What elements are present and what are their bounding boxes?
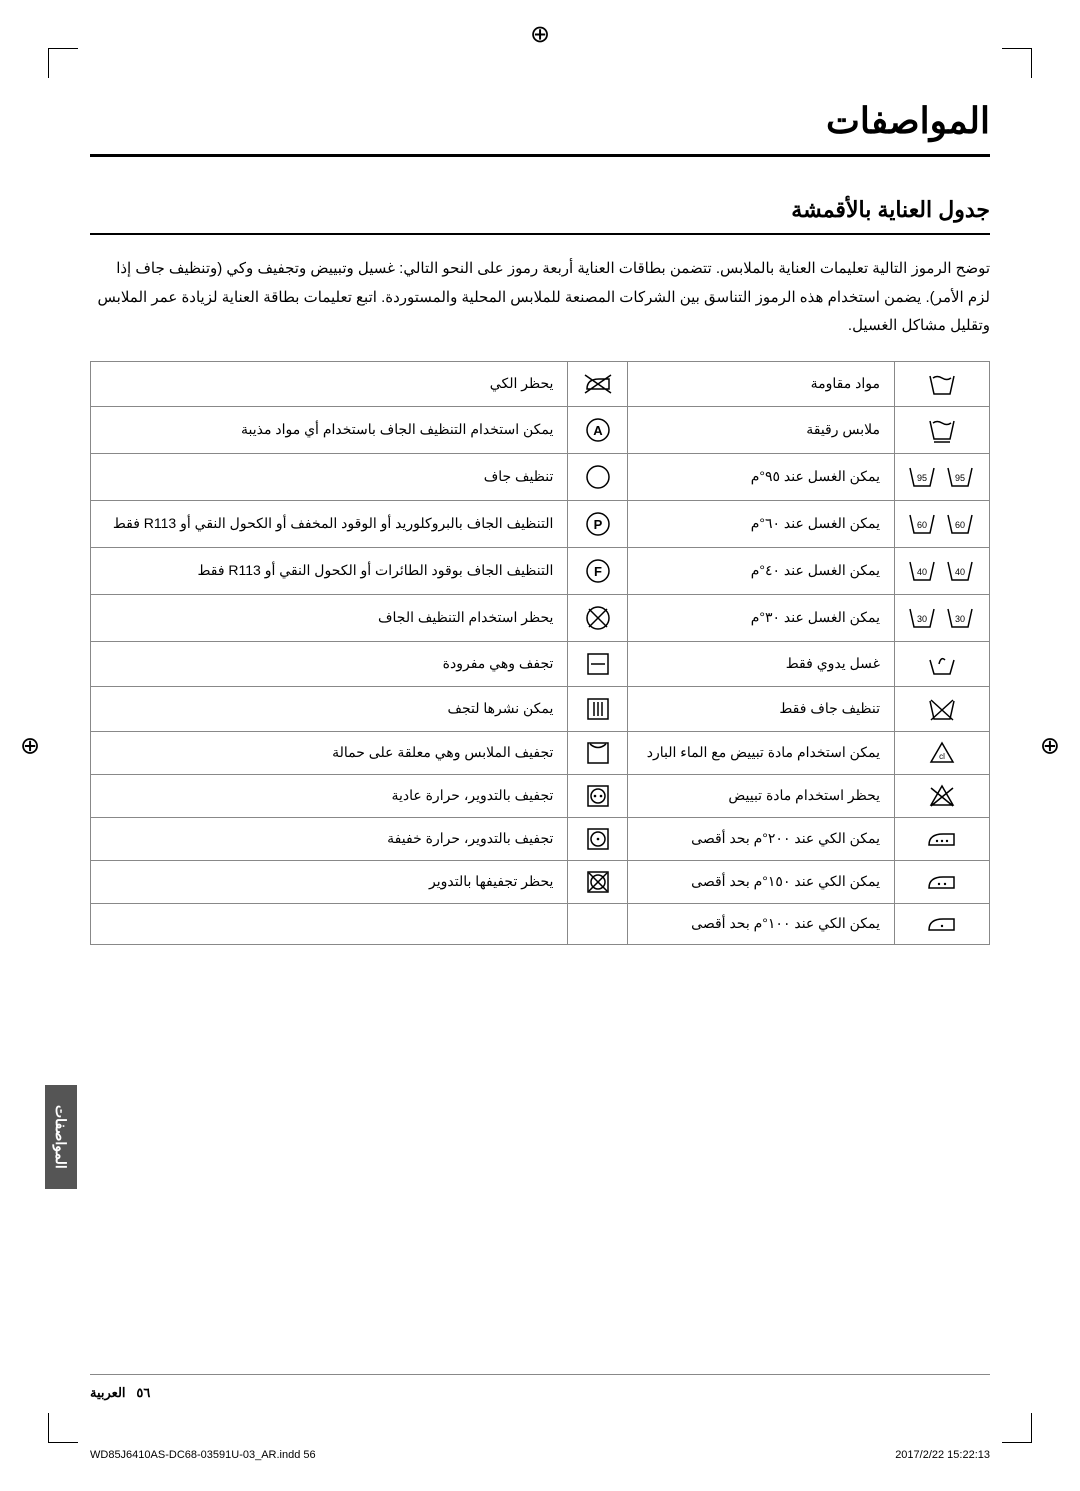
desc: [91, 903, 568, 944]
desc: تجفف وهي مفرودة: [91, 641, 568, 686]
desc: يحظر الكي: [91, 361, 568, 406]
table-row: يحظر استخدام مادة تبييض تجفيف بالتدوير، …: [91, 774, 990, 817]
desc: يمكن الغسل عند ٩٥°م: [628, 453, 895, 500]
registration-mark-top: ⊕: [530, 20, 550, 49]
fabric-care-table: مواد مقاومة يحظر الكي ملابس رقيقة A يمكن…: [90, 361, 990, 945]
crop-mark: [48, 48, 78, 49]
svg-text:P: P: [594, 517, 603, 532]
no-tumble-dry-icon: [568, 860, 628, 903]
desc: يمكن الكي عند ١٠٠°م بحد أقصى: [628, 903, 895, 944]
crop-mark: [1031, 48, 1032, 78]
no-iron-icon: [568, 361, 628, 406]
dryclean-p-icon: P: [568, 500, 628, 547]
crop-mark: [48, 1413, 49, 1443]
desc: يمكن استخدام مادة تبييض مع الماء البارد: [628, 731, 895, 774]
page-footer: ٥٦ العربية: [90, 1374, 990, 1401]
wash-delicate-icon: [895, 406, 990, 453]
table-row: ملابس رقيقة A يمكن استخدام التنظيف الجاف…: [91, 406, 990, 453]
crop-mark: [1002, 1442, 1032, 1443]
table-row: cl يمكن استخدام مادة تبييض مع الماء البا…: [91, 731, 990, 774]
tumble-dry-low-icon: [568, 817, 628, 860]
desc: مواد مقاومة: [628, 361, 895, 406]
iron-150-icon: [895, 860, 990, 903]
handwash-icon: [895, 641, 990, 686]
desc: تنظيف جاف فقط: [628, 686, 895, 731]
registration-mark-left: ⊕: [20, 731, 40, 760]
wash-30-icon: 30 30: [895, 594, 990, 641]
wash-40-icon: 40 40: [895, 547, 990, 594]
side-tab: المواصفات: [45, 1085, 77, 1189]
svg-text:F: F: [594, 564, 602, 579]
desc: يمكن استخدام التنظيف الجاف باستخدام أي م…: [91, 406, 568, 453]
svg-text:A: A: [593, 423, 603, 438]
no-bleach-icon: [895, 774, 990, 817]
dryclean-only-icon: [895, 686, 990, 731]
intro-text: توضح الرموز التالية تعليمات العناية بالم…: [90, 255, 990, 341]
line-dry-icon: [568, 686, 628, 731]
desc: يمكن الغسل عند ٣٠°م: [628, 594, 895, 641]
no-dryclean-icon: [568, 594, 628, 641]
iron-200-icon: [895, 817, 990, 860]
table-row: تنظيف جاف فقط يمكن نشرها لتجف: [91, 686, 990, 731]
table-row: مواد مقاومة يحظر الكي: [91, 361, 990, 406]
desc: يحظر استخدام التنظيف الجاف: [91, 594, 568, 641]
dryclean-icon: [568, 453, 628, 500]
svg-text:cl: cl: [939, 752, 945, 761]
print-info: WD85J6410AS-DC68-03591U-03_AR.indd 56 20…: [90, 1449, 990, 1461]
page-title: المواصفات: [90, 100, 990, 157]
drip-dry-icon: [568, 731, 628, 774]
desc: التنظيف الجاف بوقود الطائرات أو الكحول ا…: [91, 547, 568, 594]
table-row: يمكن الكي عند ١٥٠°م بحد أقصى يحظر تجفيفه…: [91, 860, 990, 903]
desc: التنظيف الجاف بالبروكلوريد أو الوقود الم…: [91, 500, 568, 547]
bleach-icon: cl: [895, 731, 990, 774]
svg-text:30: 30: [917, 614, 927, 624]
table-row: 30 30 يمكن الغسل عند ٣٠°م يحظر استخدام ال…: [91, 594, 990, 641]
crop-mark: [48, 48, 49, 78]
table-row: يمكن الكي عند ١٠٠°م بحد أقصى: [91, 903, 990, 944]
table-row: غسل يدوي فقط تجفف وهي مفرودة: [91, 641, 990, 686]
empty-icon: [568, 903, 628, 944]
print-time: 2017/2/22 15:22:13: [895, 1449, 990, 1461]
desc: يحظر استخدام مادة تبييض: [628, 774, 895, 817]
page-number: ٥٦: [136, 1385, 150, 1400]
desc: تجفيف الملابس وهي معلقة على حمالة: [91, 731, 568, 774]
desc: تجفيف بالتدوير، حرارة خفيفة: [91, 817, 568, 860]
desc: يمكن الكي عند ١٥٠°م بحد أقصى: [628, 860, 895, 903]
desc: تجفيف بالتدوير، حرارة عادية: [91, 774, 568, 817]
print-file: WD85J6410AS-DC68-03591U-03_AR.indd 56: [90, 1449, 316, 1461]
wash-95-icon: 95 95: [895, 453, 990, 500]
svg-text:40: 40: [917, 567, 927, 577]
dryclean-f-icon: F: [568, 547, 628, 594]
desc: ملابس رقيقة: [628, 406, 895, 453]
desc: يمكن الغسل عند ٦٠°م: [628, 500, 895, 547]
desc: غسل يدوي فقط: [628, 641, 895, 686]
desc: يحظر تجفيفها بالتدوير: [91, 860, 568, 903]
language-label: العربية: [90, 1385, 126, 1400]
wash-normal-icon: [895, 361, 990, 406]
crop-mark: [48, 1442, 78, 1443]
table-row: 40 40 يمكن الغسل عند ٤٠°م F التنظيف الجاف…: [91, 547, 990, 594]
crop-mark: [1031, 1413, 1032, 1443]
desc: يمكن الكي عند ٢٠٠°م بحد أقصى: [628, 817, 895, 860]
svg-text:30: 30: [955, 614, 965, 624]
dryclean-any-icon: A: [568, 406, 628, 453]
svg-text:40: 40: [955, 567, 965, 577]
svg-text:95: 95: [917, 473, 927, 483]
registration-mark-right: ⊕: [1040, 731, 1060, 760]
section-subtitle: جدول العناية بالأقمشة: [90, 197, 990, 235]
table-row: 95 95 يمكن الغسل عند ٩٥°م تنظيف جاف: [91, 453, 990, 500]
svg-text:60: 60: [917, 520, 927, 530]
table-row: يمكن الكي عند ٢٠٠°م بحد أقصى تجفيف بالتد…: [91, 817, 990, 860]
svg-text:95: 95: [955, 473, 965, 483]
tumble-dry-normal-icon: [568, 774, 628, 817]
table-row: 60 60 يمكن الغسل عند ٦٠°م P التنظيف الجاف…: [91, 500, 990, 547]
crop-mark: [1002, 48, 1032, 49]
desc: يمكن نشرها لتجف: [91, 686, 568, 731]
iron-100-icon: [895, 903, 990, 944]
desc: تنظيف جاف: [91, 453, 568, 500]
wash-60-icon: 60 60: [895, 500, 990, 547]
dry-flat-icon: [568, 641, 628, 686]
desc: يمكن الغسل عند ٤٠°م: [628, 547, 895, 594]
svg-text:60: 60: [955, 520, 965, 530]
